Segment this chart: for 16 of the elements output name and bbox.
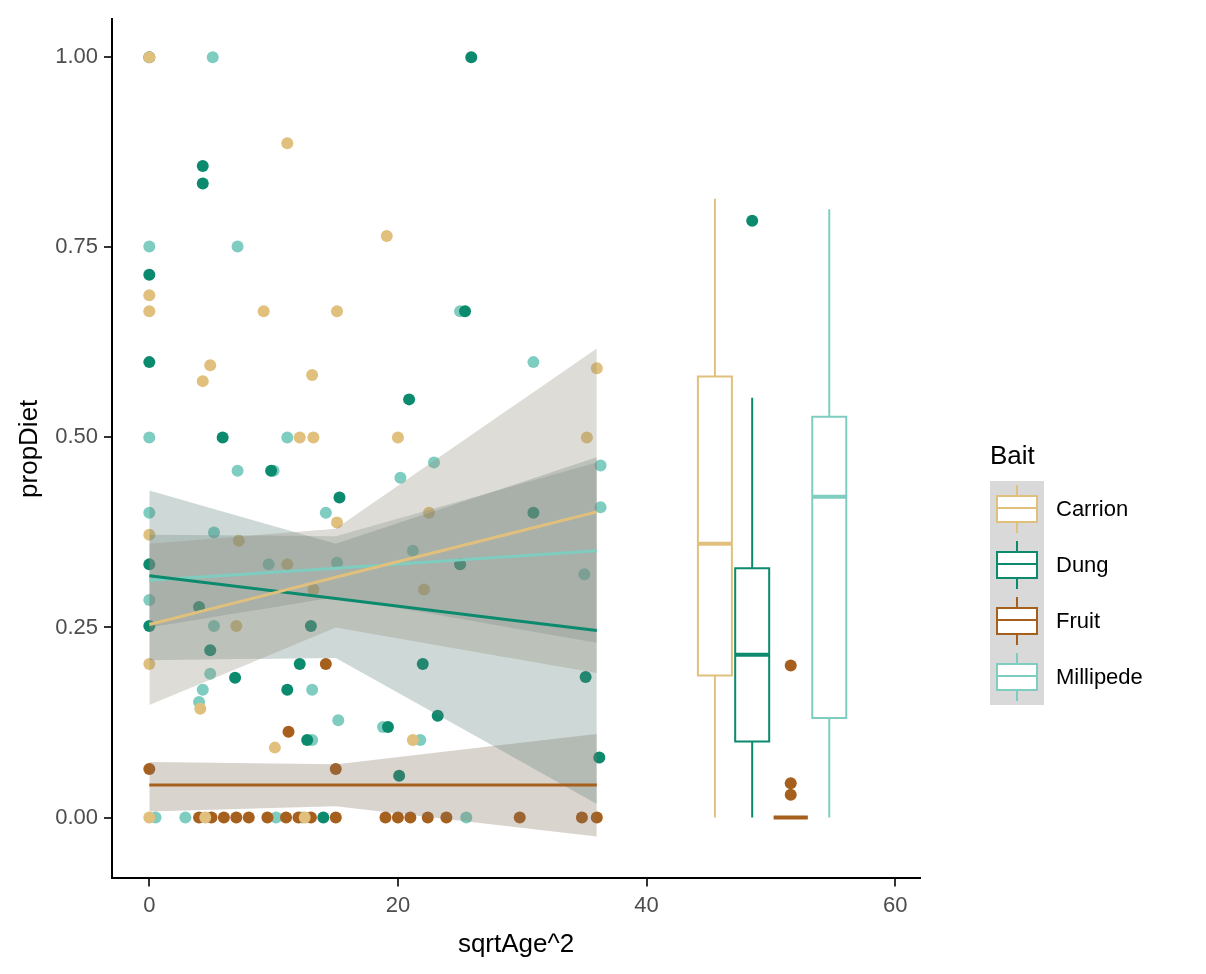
legend-label: Fruit xyxy=(1056,608,1100,634)
legend-title: Bait xyxy=(990,440,1036,471)
x-tick-label: 20 xyxy=(385,891,411,917)
x-tick-label: 60 xyxy=(882,891,908,917)
legend-label: Carrion xyxy=(1056,496,1129,522)
x-tick-label: 40 xyxy=(634,891,659,917)
legend-label: Millipede xyxy=(1056,664,1143,690)
x-tick-label: 0 xyxy=(143,891,156,917)
y-tick-label: 0.00 xyxy=(55,803,99,829)
y-tick-label: 0.50 xyxy=(55,423,99,449)
legend-label: Dung xyxy=(1056,552,1109,578)
y-tick-label: 1.00 xyxy=(55,43,99,69)
x-axis-title: sqrtAge^2 xyxy=(457,927,575,958)
y-axis-title: propDiet xyxy=(12,398,43,498)
y-tick-label: 0.25 xyxy=(55,613,99,639)
y-tick-label: 0.75 xyxy=(55,233,99,259)
